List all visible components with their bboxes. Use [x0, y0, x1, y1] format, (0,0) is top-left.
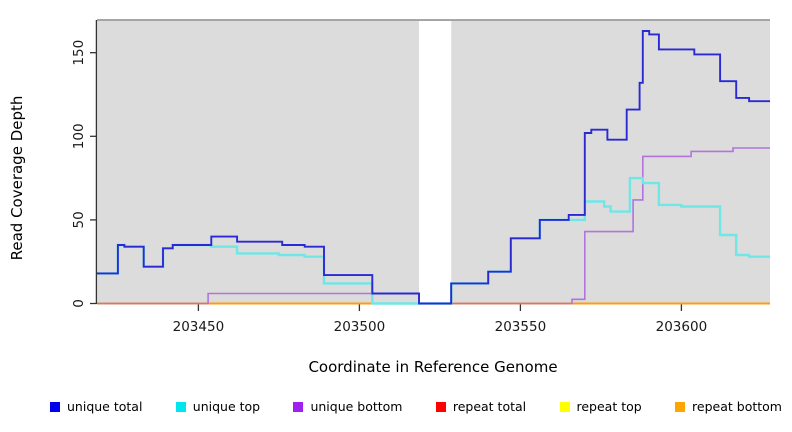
legend-item-unique-top: unique top: [175, 399, 261, 414]
plot-canvas: 0 50 100 150 203450 203500 203550 203600…: [8, 19, 770, 376]
legend-item-repeat-top: repeat top: [559, 399, 642, 414]
legend-item-unique-bottom: unique bottom: [293, 399, 403, 414]
y-tick-0: 0: [71, 299, 87, 308]
masked-gap-region: [419, 21, 452, 305]
x-tick-203500: 203500: [334, 319, 386, 335]
x-axis: [197, 304, 683, 311]
legend-label: unique total: [67, 399, 143, 414]
unique-top-swatch-icon: [175, 401, 186, 412]
legend-label: repeat total: [452, 399, 527, 414]
y-tick-50: 50: [71, 211, 87, 228]
x-tick-203550: 203550: [495, 319, 547, 335]
legend-label: unique bottom: [310, 399, 403, 414]
legend-item-repeat-bottom: repeat bottom: [675, 399, 782, 414]
repeat-bottom-swatch-icon: [675, 401, 686, 412]
series-unique-total: [97, 30, 770, 305]
legend: unique total unique top unique bottom re…: [50, 399, 782, 414]
y-tick-150: 150: [71, 40, 87, 66]
legend-item-repeat-total: repeat total: [435, 399, 527, 414]
unique-bottom-swatch-icon: [293, 401, 304, 412]
unique-total-swatch-icon: [50, 401, 60, 412]
x-axis-title: Coordinate in Reference Genome: [308, 358, 557, 376]
y-axis: [90, 20, 98, 305]
legend-item-unique-total: unique total: [50, 399, 142, 414]
y-tick-100: 100: [71, 123, 87, 149]
legend-label: repeat top: [576, 399, 642, 414]
y-tick-labels: 0 50 100 150: [71, 40, 87, 308]
legend-label: repeat bottom: [692, 399, 782, 414]
x-tick-203600: 203600: [656, 319, 708, 335]
repeat-top-swatch-icon: [559, 401, 570, 412]
repeat-total-swatch-icon: [435, 401, 446, 412]
x-tick-labels: 203450 203500 203550 203600: [173, 319, 708, 335]
x-tick-203450: 203450: [173, 319, 225, 335]
legend-label: unique top: [192, 399, 261, 414]
y-axis-title: Read Coverage Depth: [8, 96, 26, 261]
series-lines: [97, 30, 770, 305]
